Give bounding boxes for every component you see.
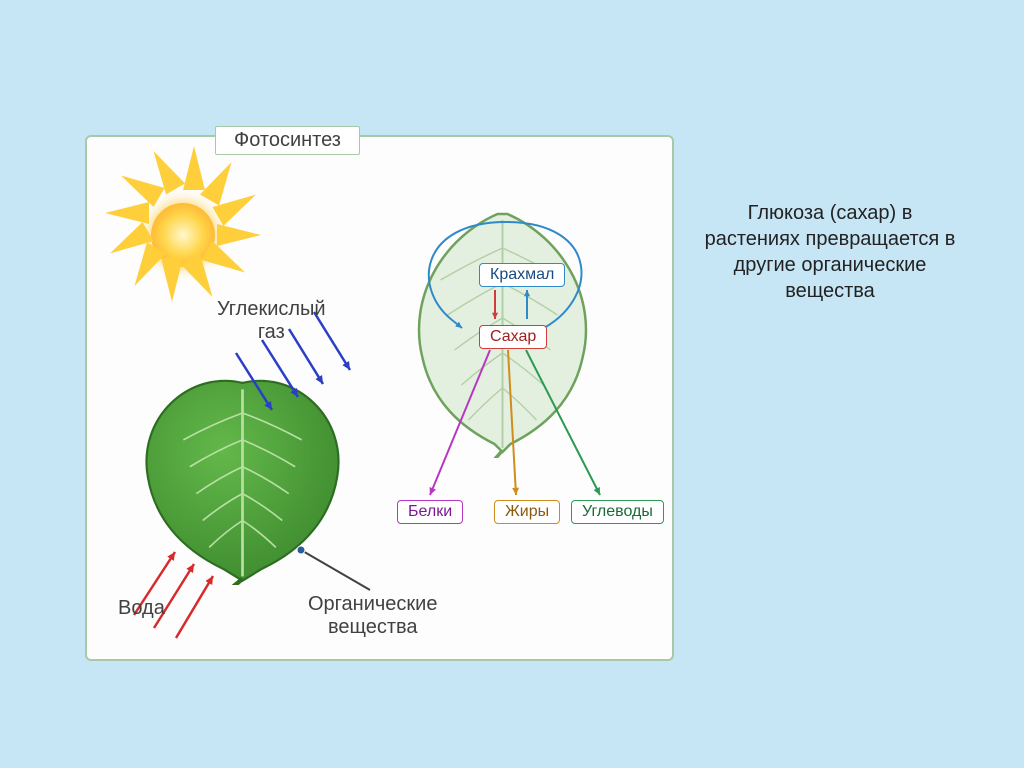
diagram-title: Фотосинтез (234, 129, 341, 151)
node-protein: Белки (397, 500, 463, 524)
node-carbs: Углеводы (571, 500, 664, 524)
label-organic: Органическиевещества (308, 593, 437, 639)
node-starch: Крахмал (479, 263, 565, 287)
node-fat: Жиры (494, 500, 560, 524)
sun-icon (103, 155, 263, 315)
leaf-green (135, 370, 350, 585)
node-sugar: Сахар (479, 325, 547, 349)
node-protein-text: Белки (408, 503, 452, 520)
label-water: Вода (118, 597, 165, 620)
canvas: Фотосинтез Глюкоза (сахар) в растениях п… (0, 0, 1024, 768)
diagram-title-box: Фотосинтез (215, 126, 360, 155)
node-carbs-text: Углеводы (582, 503, 653, 520)
node-sugar-text: Сахар (490, 328, 536, 345)
label-co2: Углекислыйгаз (217, 298, 326, 344)
node-fat-text: Жиры (505, 503, 549, 520)
label-water-text: Вода (118, 597, 165, 619)
node-starch-text: Крахмал (490, 266, 554, 283)
description-text: Глюкоза (сахар) в растениях превращается… (700, 200, 960, 304)
